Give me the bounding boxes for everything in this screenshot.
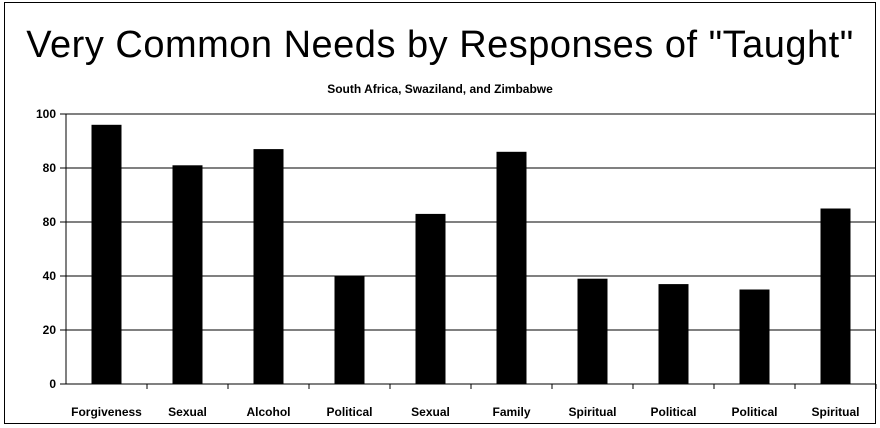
y-tick-label: 80 [43,215,57,229]
bar [739,289,770,384]
bar [577,278,608,384]
x-category-label: Sexual [168,405,207,419]
bar [820,208,851,384]
y-tick-label: 100 [36,107,56,121]
bar [415,213,446,384]
x-category-labels: Forgiveness Sexual Alcohol Political Sexual F… [71,405,859,419]
bar [253,149,284,384]
bar [334,276,365,384]
bar [91,124,122,385]
bars [91,124,851,385]
bar [658,284,689,384]
x-category-label: Family [492,405,530,419]
chart-subtitle: South Africa, Swaziland, and Zimbabwe [327,82,553,96]
x-category-label: Political [650,405,696,419]
x-category-label: Alcohol [247,405,291,419]
y-tick-labels: 0 20 40 80 80 100 [36,107,56,391]
chart-title: Very Common Needs by Responses of "Taugh… [26,24,854,66]
y-tick-label: 0 [49,377,56,391]
y-tick-label: 40 [43,269,57,283]
bar [172,165,203,384]
x-category-label: Political [731,405,777,419]
x-category-label: Forgiveness [71,405,142,419]
x-category-label: Spiritual [568,405,616,419]
x-category-label: Political [326,405,372,419]
bar [496,151,527,384]
y-tick-label: 80 [43,161,57,175]
y-tick-label: 20 [43,323,57,337]
x-category-label: Sexual [411,405,450,419]
x-category-label: Spiritual [811,405,859,419]
